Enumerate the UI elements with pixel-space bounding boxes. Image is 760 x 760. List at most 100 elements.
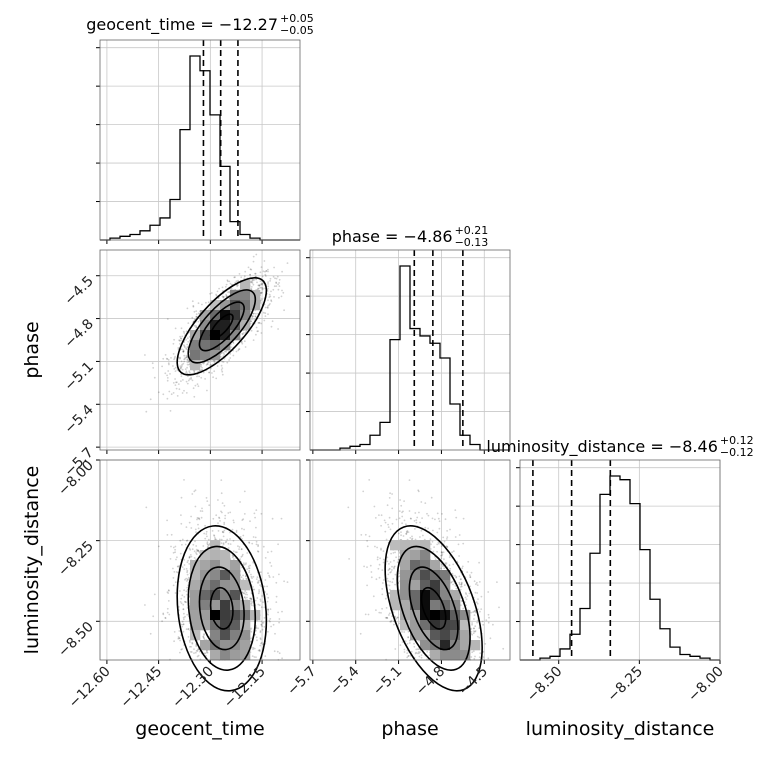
- scatter-geocent_time-vs-luminosity_distance-density-cell: [190, 610, 201, 621]
- sample-point: [222, 296, 225, 298]
- sample-point: [174, 545, 177, 548]
- sample-point: [149, 398, 152, 401]
- sample-point: [250, 627, 253, 630]
- sample-point: [221, 360, 224, 363]
- sample-point: [257, 544, 259, 546]
- sample-point: [192, 305, 195, 308]
- sample-point: [188, 371, 191, 374]
- sample-point: [224, 350, 226, 353]
- sample-point: [185, 339, 187, 341]
- sample-point: [489, 637, 492, 640]
- sample-point: [260, 292, 263, 294]
- sample-point: [260, 332, 263, 334]
- sample-point: [166, 377, 169, 379]
- sample-point: [388, 612, 391, 615]
- sample-point: [261, 291, 263, 294]
- sample-point: [182, 349, 185, 352]
- sample-point: [251, 282, 254, 284]
- sample-point: [262, 601, 264, 604]
- sample-point: [205, 364, 208, 366]
- sample-point: [203, 633, 206, 635]
- sample-point: [178, 339, 181, 342]
- sample-point: [205, 533, 208, 535]
- sample-point: [255, 326, 258, 329]
- sample-point: [179, 343, 181, 345]
- sample-point: [179, 590, 181, 592]
- sample-point: [244, 331, 247, 334]
- sample-point: [277, 611, 279, 614]
- sample-point: [177, 565, 180, 568]
- sample-point: [181, 392, 184, 394]
- sample-point: [267, 608, 269, 611]
- sample-point: [182, 608, 185, 610]
- sample-point: [144, 354, 146, 356]
- sample-point: [211, 372, 213, 374]
- sample-point: [195, 310, 198, 312]
- sample-point: [391, 507, 394, 510]
- sample-point: [245, 330, 248, 333]
- sample-point: [186, 586, 189, 589]
- sample-point: [264, 312, 267, 314]
- sample-point: [271, 517, 274, 520]
- sample-point: [229, 511, 232, 514]
- sample-point: [205, 530, 208, 533]
- hist-phase-steps: [310, 265, 510, 451]
- sample-point: [183, 332, 186, 334]
- sample-point: [388, 584, 391, 587]
- sample-point: [257, 603, 260, 606]
- sample-point: [263, 260, 266, 262]
- sample-point: [175, 381, 177, 384]
- sample-point: [183, 559, 186, 561]
- sample-point: [264, 273, 267, 276]
- scatter-geocent_time-vs-luminosity_distance-density-cell: [210, 580, 221, 591]
- sample-point: [193, 550, 196, 553]
- sample-point: [243, 563, 246, 566]
- sample-point: [190, 378, 193, 380]
- sample-point: [283, 580, 285, 583]
- sample-point: [252, 586, 254, 588]
- sample-point: [260, 642, 262, 645]
- sample-point: [189, 641, 191, 643]
- sample-point: [173, 571, 176, 573]
- sample-point: [268, 293, 271, 296]
- sample-point: [177, 347, 180, 349]
- sample-point: [214, 538, 217, 540]
- sample-point: [183, 345, 186, 348]
- sample-point: [388, 614, 390, 616]
- sample-point: [193, 395, 196, 398]
- sample-point: [256, 581, 259, 584]
- sample-point: [245, 591, 248, 594]
- sample-point: [261, 628, 264, 631]
- sample-point: [198, 375, 201, 378]
- sample-point: [166, 397, 169, 400]
- sample-point: [221, 367, 224, 369]
- sample-point: [162, 612, 165, 615]
- sample-point: [181, 368, 184, 371]
- scatter-geocent_time-vs-phase-density-cell: [190, 350, 201, 361]
- hist-phase-frame: [309, 249, 511, 451]
- sample-point: [182, 330, 185, 333]
- sample-point: [253, 512, 256, 515]
- sample-point: [241, 553, 244, 556]
- sample-point: [182, 630, 185, 633]
- sample-point: [448, 564, 451, 567]
- sample-point: [205, 497, 208, 499]
- sample-point: [254, 599, 257, 602]
- sample-point: [195, 645, 198, 648]
- sample-point: [260, 512, 263, 515]
- sample-point: [192, 305, 195, 307]
- sample-point: [267, 572, 269, 575]
- sample-point: [226, 280, 229, 283]
- sample-point: [167, 362, 170, 365]
- sample-point: [162, 393, 165, 396]
- scatter-geocent_time-vs-luminosity_distance-density-cell: [220, 650, 231, 661]
- sample-point: [255, 312, 257, 315]
- sample-point: [382, 579, 385, 581]
- sample-point: [169, 558, 172, 560]
- sample-point: [443, 558, 445, 561]
- sample-point: [215, 514, 218, 517]
- sample-point: [212, 376, 215, 379]
- sample-point: [257, 581, 260, 584]
- sample-point: [278, 652, 281, 655]
- sample-point: [232, 550, 235, 553]
